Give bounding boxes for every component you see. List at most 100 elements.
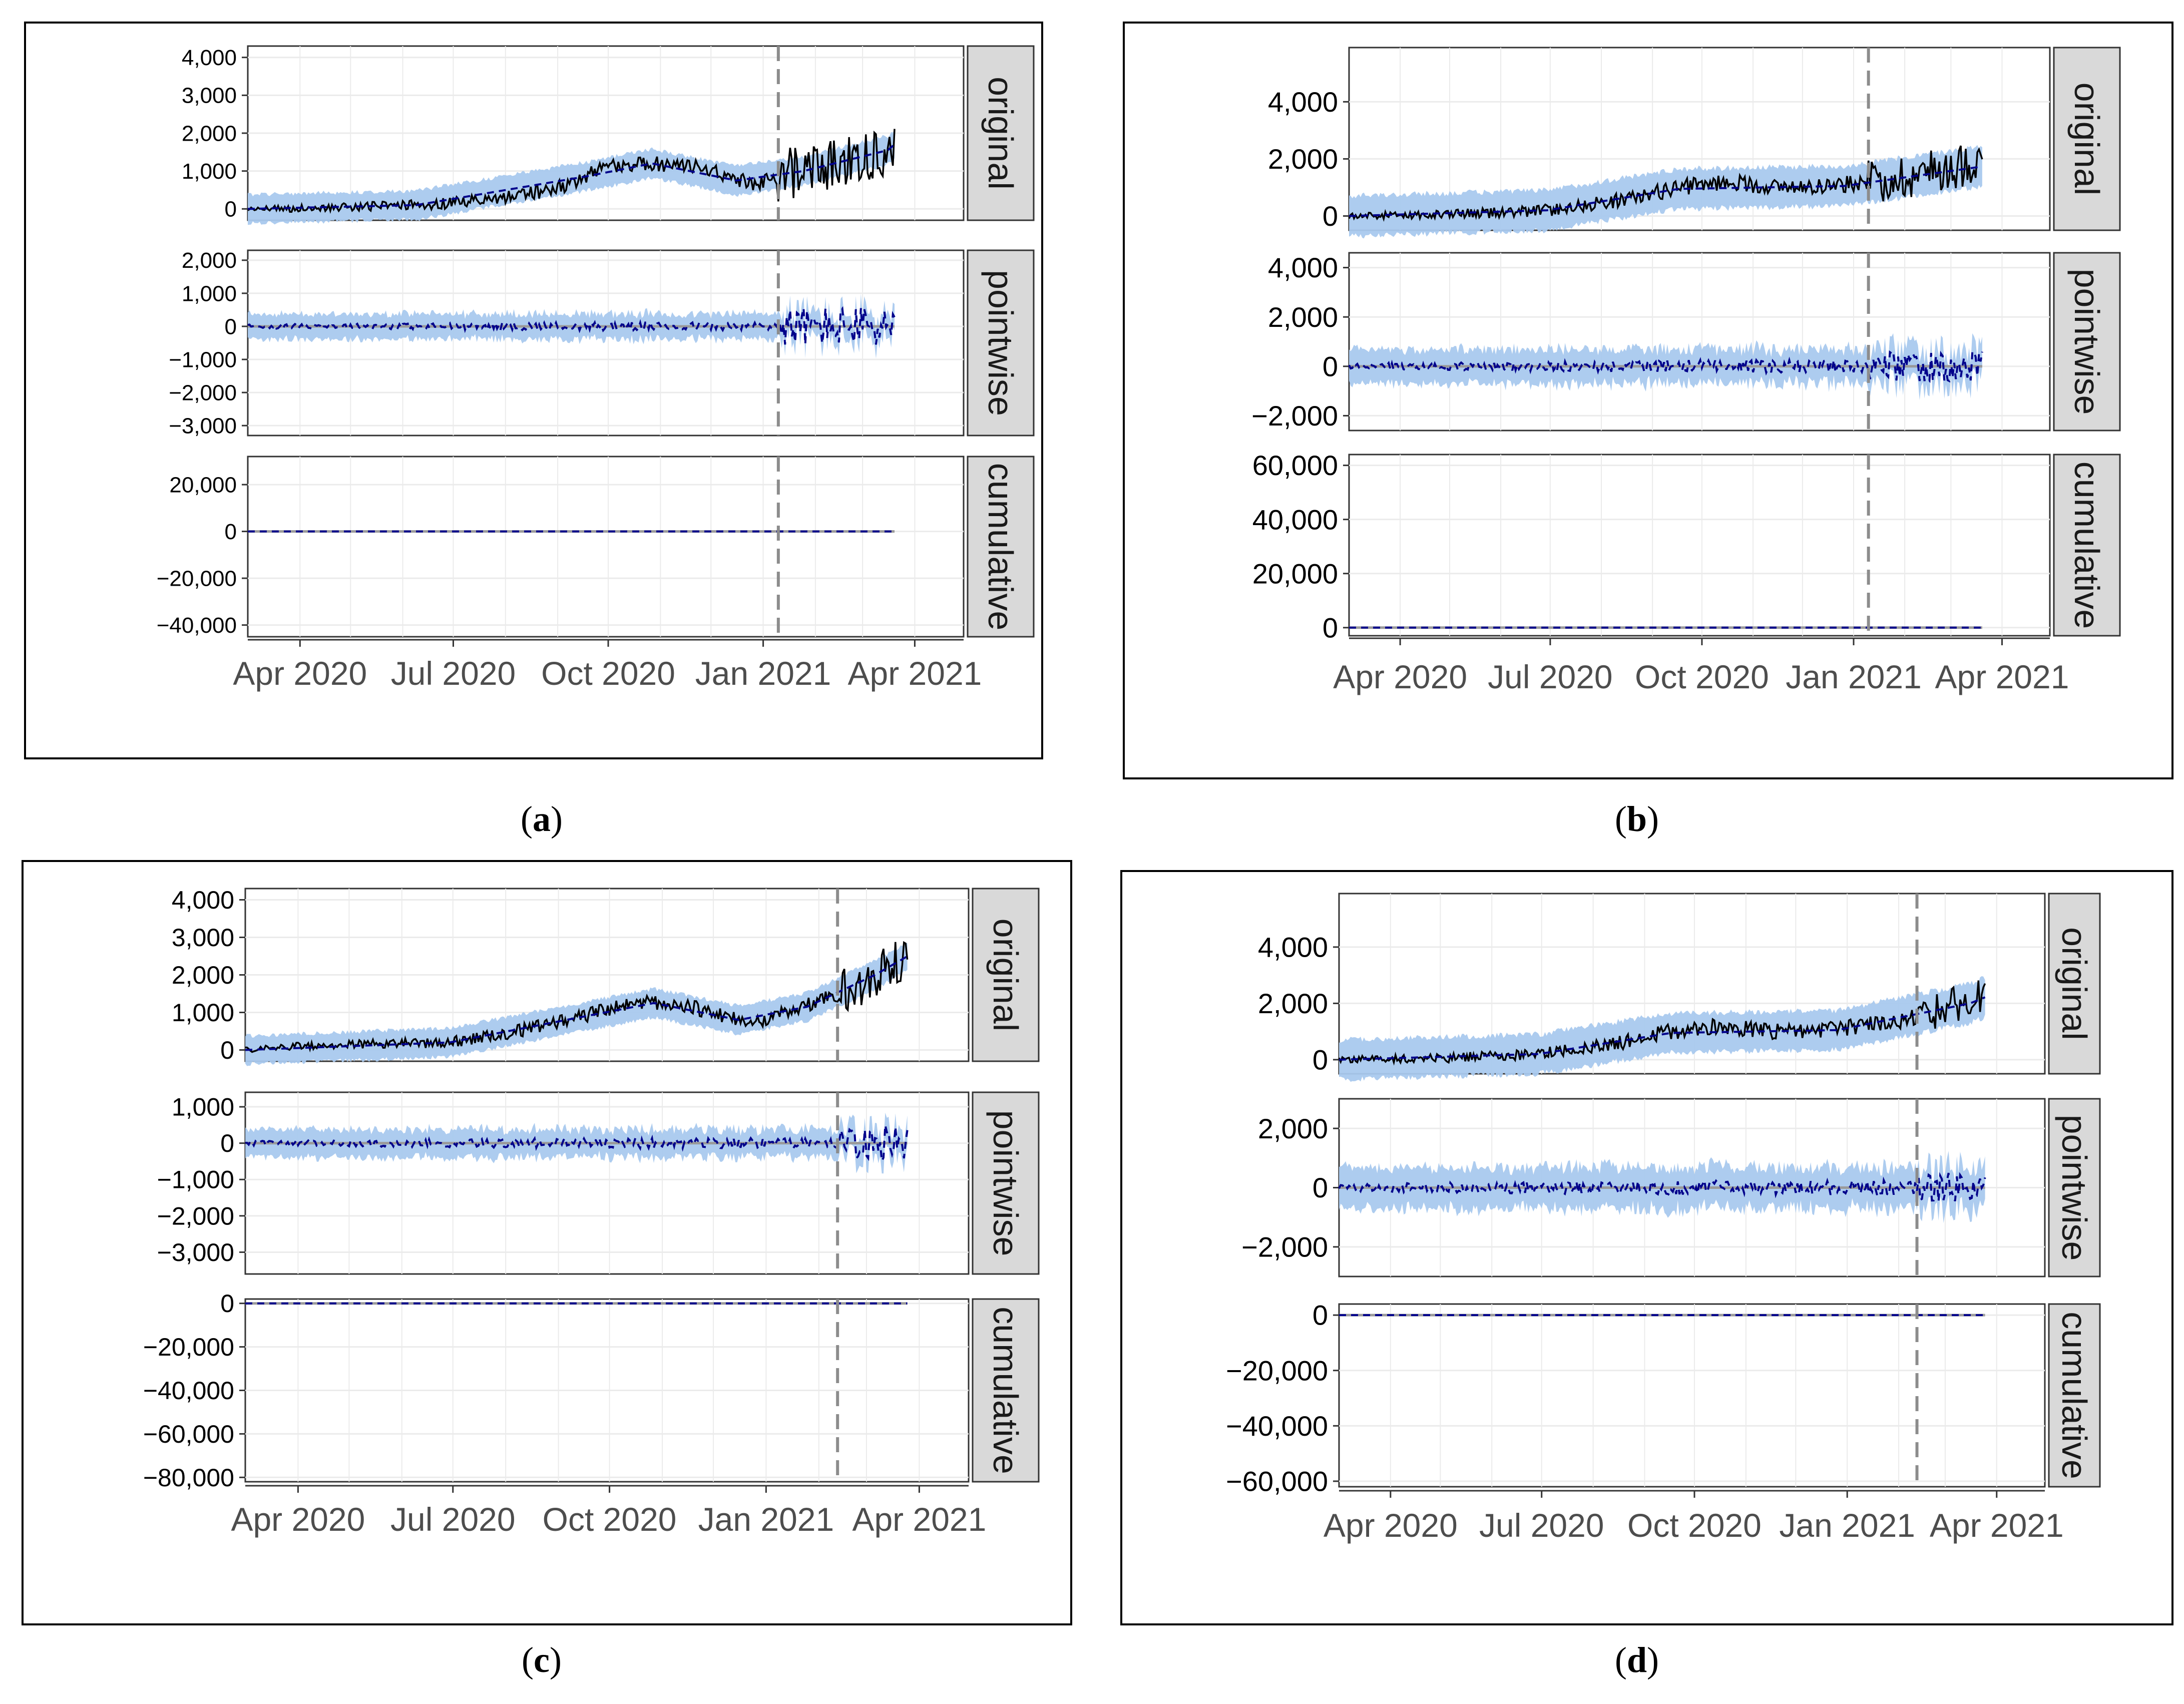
y-tick-label: 4,000 [1268,252,1338,283]
panel-caption: (b) [1615,799,1659,839]
facet-plot-area [1348,252,2051,432]
x-tick-label: Jan 2021 [1786,658,1922,695]
x-tick-label: Jan 2021 [698,1501,834,1538]
panel-d: 0 2,000 4,000 original −2,000 0 2,000 pointwise… [1120,870,2173,1625]
y-tick-label: 0 [1323,200,1338,232]
facet-original: 0 1,000 2,000 3,000 4,000 original [182,45,1035,225]
y-tick-label: −20,000 [143,1333,234,1361]
facet-pointwise: −2,000 0 2,000 4,000 pointwise [1251,252,2121,432]
facet-plot-area [244,1091,970,1275]
y-tick-label: 0 [1313,1044,1328,1075]
y-tick-label: −40,000 [143,1377,234,1405]
x-tick-label: Apr 2020 [1324,1507,1458,1544]
caption-open-paren: ( [1615,799,1627,839]
y-tick-label: 0 [225,197,237,222]
facet-strip-label: cumulative [2055,1312,2094,1479]
facet-strip-label: original [981,77,1020,190]
x-tick-label: Apr 2021 [852,1501,986,1538]
y-tick-label: −60,000 [143,1420,234,1448]
y-tick-label: 0 [220,1129,234,1157]
x-tick-label: Oct 2020 [543,1501,677,1538]
facet-pointwise: −3,000 −2,000 −1,000 0 1,000 pointwise [157,1091,1040,1275]
y-tick-label: 0 [1323,350,1338,382]
panel-frame [1120,870,2173,1625]
x-tick-label: Apr 2021 [1930,1507,2064,1544]
effect-series-line [1348,349,1983,383]
facet-strip-label: pointwise [986,1110,1025,1256]
y-tick-label: −20,000 [157,567,237,591]
y-tick-label: 0 [220,1036,234,1064]
y-tick-label: 1,000 [172,999,234,1027]
facet-strip [972,1091,1040,1275]
facet-cumulative: −60,000 −40,000 −20,000 0 cumulative [1226,1300,2101,1497]
y-tick-label: 2,000 [182,248,237,273]
y-tick-label: 60,000 [1252,450,1338,481]
facet-strip [2048,1303,2101,1488]
y-tick-label: 0 [225,314,237,339]
facet-original: 0 2,000 4,000 original [1268,47,2121,239]
panel-frame [22,860,1072,1625]
caption-open-paren: ( [522,1640,534,1680]
y-tick-label: −20,000 [1226,1355,1328,1386]
panel-frame [1123,22,2173,779]
x-tick-label: Oct 2020 [1635,658,1769,695]
x-tick-label: Oct 2020 [541,655,675,692]
y-tick-label: 2,000 [1258,988,1328,1019]
y-tick-label: 2,000 [182,121,237,146]
x-tick-label: Jul 2020 [390,1501,516,1538]
y-tick-label: −2,000 [157,1202,234,1230]
facet-strip [2053,252,2121,432]
y-tick-label: 4,000 [172,886,234,914]
actual-series-line [1348,145,1983,222]
facet-strip [2053,454,2121,637]
caption-close-paren: ) [551,799,563,839]
y-tick-label: 1,000 [182,159,237,184]
y-tick-label: −3,000 [169,414,237,439]
predicted-series-line [1339,996,1986,1061]
facet-pointwise: −2,000 0 2,000 pointwise [1241,1098,2101,1277]
y-tick-label: −60,000 [1226,1466,1328,1497]
y-tick-label: 4,000 [182,46,237,70]
predicted-series-line [1349,165,1983,217]
y-tick-label: −3,000 [157,1238,234,1266]
facet-cumulative: −80,000 −60,000 −40,000 −20,000 0 cumulative [143,1290,1040,1492]
x-tick-label: Jan 2021 [695,655,831,692]
panel-caption: (a) [521,799,563,839]
y-tick-label: 4,000 [1268,86,1338,118]
x-tick-label: Apr 2020 [233,655,367,692]
panel-caption: (d) [1615,1640,1659,1680]
panel-frame [24,22,1043,759]
facet-plot-area [247,456,965,638]
facet-strip-label: cumulative [2067,462,2106,629]
y-tick-label: 0 [220,1290,234,1318]
facet-cumulative: −40,000 −20,000 0 20,000 cumulative [157,456,1035,638]
facet-strip-label: cumulative [981,463,1020,631]
facet-original: 0 2,000 4,000 original [1258,893,2101,1082]
facet-strip [967,456,1035,638]
y-tick-label: 0 [1313,1172,1328,1203]
facet-plot-area [1338,1303,2046,1488]
y-tick-label: 2,000 [1268,301,1338,333]
effect-series-line [1338,1172,1986,1202]
y-tick-label: 2,000 [172,961,234,989]
facet-strip [967,249,1035,437]
effect-series-line [245,1125,909,1164]
caption-close-paren: ) [550,1640,562,1680]
facet-strip [972,888,1040,1062]
y-tick-label: −2,000 [1241,1231,1328,1262]
facet-original: 0 1,000 2,000 3,000 4,000 original [172,886,1040,1066]
facet-strip-label: pointwise [2067,269,2106,415]
y-tick-label: 2,000 [1268,143,1338,175]
x-tick-label: Apr 2020 [1333,658,1467,695]
facet-strip-label: cumulative [986,1307,1025,1474]
y-tick-label: −40,000 [157,613,237,638]
interval-band [245,943,908,1066]
panel-a: 0 1,000 2,000 3,000 4,000 original −3,000 −2,00… [24,22,1043,759]
facet-plot-area [247,249,965,437]
caption-open-paren: ( [1615,1640,1627,1680]
facet-strip [2053,47,2121,231]
panel-caption: (c) [522,1640,562,1680]
caption-letter: b [1627,799,1647,839]
